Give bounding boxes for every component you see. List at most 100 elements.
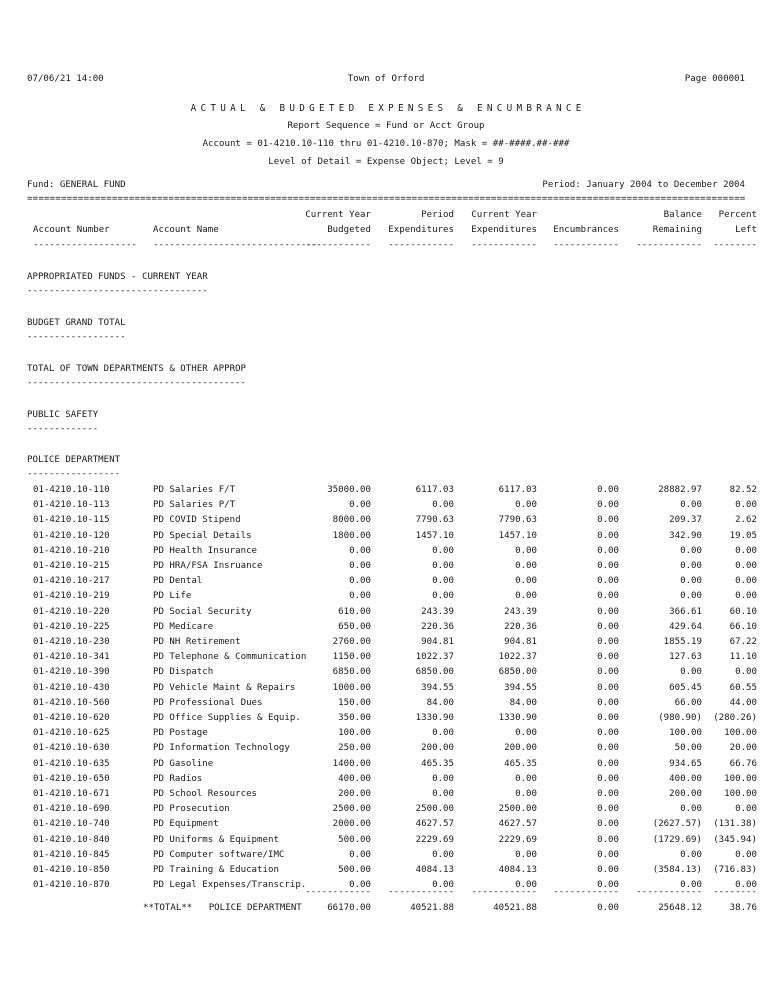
table-row[interactable]: 01-4210.10-217 PD Dental 0.00 0.00 0.00 0.00 0… bbox=[27, 576, 757, 587]
cell-percent-left: 66.76 bbox=[729, 758, 757, 769]
section-heading: BUDGET GRAND TOTAL ------------------ bbox=[27, 318, 126, 342]
cell-account-number: 01-4210.10-625 bbox=[33, 728, 110, 739]
table-row[interactable]: 01-4210.10-219 PD Life 0.00 0.00 0.00 0.00 0.0… bbox=[27, 591, 757, 602]
cell-period-expenditures: 0.00 bbox=[432, 576, 454, 587]
cell-account-number: 01-4210.10-113 bbox=[33, 500, 110, 511]
cell-account-name: PD Legal Expenses/Transcrip. bbox=[153, 880, 307, 891]
cell-percent-left: 0.00 bbox=[735, 576, 757, 587]
total-balance-remaining: 25648.12 bbox=[658, 903, 702, 913]
page-number: Page 000001 bbox=[684, 74, 745, 84]
cell-current-year-budgeted: 350.00 bbox=[338, 713, 371, 723]
cell-balance-remaining: 200.00 bbox=[669, 789, 702, 799]
cell-account-name: PD Health Insurance bbox=[153, 545, 258, 556]
cell-period-expenditures: 6850.00 bbox=[415, 667, 454, 678]
cell-percent-left: 0.00 bbox=[735, 500, 757, 511]
cell-period-expenditures: 465.35 bbox=[421, 758, 454, 769]
fund-period-row: Fund: GENERAL FUND Period: January 2004 … bbox=[27, 180, 745, 191]
page-header: 07/06/21 14:00 Town of Orford Page 00000… bbox=[27, 74, 745, 85]
section-rule: ----------------- bbox=[27, 469, 121, 479]
table-row[interactable]: 01-4210.10-115 PD COVID Stipend 8000.00 779… bbox=[27, 515, 757, 526]
table-row[interactable]: 01-4210.10-390 PD Dispatch 6850.00 6850.00 6… bbox=[27, 667, 757, 678]
cell-balance-remaining: 50.00 bbox=[674, 743, 702, 754]
cell-percent-left: 20.00 bbox=[729, 743, 757, 754]
cell-current-year-budgeted: 500.00 bbox=[338, 834, 371, 845]
table-row[interactable]: 01-4210.10-110 PD Salaries F/T 35000.00 611… bbox=[27, 485, 757, 496]
cell-encumbrances: 0.00 bbox=[597, 545, 619, 556]
table-row[interactable]: 01-4210.10-120 PD Special Details 1800.00 1… bbox=[27, 530, 757, 542]
table-row[interactable]: 01-4210.10-740 PD Equipment 2000.00 4627.57… bbox=[27, 819, 757, 830]
cell-current-year-expenditures: 7790.63 bbox=[498, 515, 537, 526]
cell-percent-left: 100.00 bbox=[724, 728, 757, 739]
cell-current-year-expenditures: 394.55 bbox=[504, 682, 537, 693]
total-row: **TOTAL** POLICE DEPARTMENT 66170.00 405… bbox=[27, 903, 757, 914]
table-row[interactable]: 01-4210.10-630 PD Information Technology 2… bbox=[27, 743, 757, 754]
table-row[interactable]: 01-4210.10-113 PD Salaries P/T 0.00 0.00 0.0… bbox=[27, 500, 757, 511]
cell-percent-left: 67.22 bbox=[729, 637, 757, 647]
period-label: Period: January 2004 to December 2004 bbox=[542, 180, 745, 190]
table-row[interactable]: 01-4210.10-650 PD Radios 400.00 0.00 0.00 0.0… bbox=[27, 774, 757, 785]
table-row[interactable]: 01-4210.10-845 PD Computer software/IMC 0.… bbox=[27, 849, 757, 861]
cell-balance-remaining: 0.00 bbox=[680, 500, 702, 511]
cell-current-year-budgeted: 650.00 bbox=[338, 621, 371, 632]
total-encumbrances: 0.00 bbox=[597, 903, 619, 913]
cell-period-expenditures: 0.00 bbox=[432, 789, 454, 799]
colhdr-encumbrances: Encumbrances bbox=[553, 225, 619, 235]
cell-percent-left: 11.10 bbox=[729, 652, 757, 663]
table-row[interactable]: 01-4210.10-230 PD NH Retirement 2760.00 904… bbox=[27, 637, 757, 648]
section-rule: ------------- bbox=[27, 424, 99, 434]
table-row[interactable]: 01-4210.10-341 PD Telephone & Communicati… bbox=[27, 652, 757, 663]
report-title: ACTUAL & BUDGETED EXPENSES & ENCUMBRANCE bbox=[190, 103, 586, 114]
cell-account-name: PD Dispatch bbox=[153, 667, 214, 678]
cell-percent-left: 100.00 bbox=[724, 773, 757, 784]
cell-current-year-expenditures: 0.00 bbox=[515, 789, 537, 799]
total-rule-balance-remaining: ------------ bbox=[636, 887, 702, 897]
table-row[interactable]: 01-4210.10-850 PD Training & Education 500… bbox=[27, 865, 757, 876]
rule-percent-left: -------- bbox=[713, 240, 757, 250]
cell-encumbrances: 0.00 bbox=[597, 561, 619, 571]
cell-current-year-expenditures: 4084.13 bbox=[498, 865, 537, 875]
cell-period-expenditures: 4627.57 bbox=[415, 819, 454, 830]
cell-period-expenditures: 84.00 bbox=[426, 697, 454, 708]
total-rule-encumbrances: ------------ bbox=[553, 887, 619, 897]
table-row[interactable]: 01-4210.10-210 PD Health Insurance 0.00 0.0… bbox=[27, 545, 757, 557]
cell-current-year-expenditures: 1457.10 bbox=[498, 530, 537, 541]
table-row[interactable]: 01-4210.10-225 PD Medicare 650.00 220.36 220… bbox=[27, 621, 757, 633]
cell-current-year-expenditures: 220.36 bbox=[504, 621, 537, 632]
table-row[interactable]: 01-4210.10-671 PD School Resources 200.00 0… bbox=[27, 789, 757, 800]
table-row[interactable]: 01-4210.10-560 PD Professional Dues 150.00… bbox=[27, 697, 757, 709]
section-heading: TOTAL OF TOWN DEPARTMENTS & OTHER APPROP… bbox=[27, 364, 246, 388]
colhdr-balance-remaining-l1: Balance bbox=[663, 210, 702, 220]
column-header-line-1: Current Year Period Current Year Balance… bbox=[27, 210, 757, 221]
rule-current-year-expenditures: ------------ bbox=[471, 240, 537, 250]
cell-current-year-budgeted: 0.00 bbox=[349, 849, 371, 860]
cell-encumbrances: 0.00 bbox=[597, 789, 619, 799]
cell-account-name: PD Vehicle Maint & Repairs bbox=[153, 682, 296, 693]
cell-account-name: PD Salaries F/T bbox=[153, 485, 236, 495]
total-rule-current-year-expenditures: ------------ bbox=[471, 887, 537, 897]
colhdr-account-name: Account Name bbox=[153, 225, 219, 235]
table-row[interactable]: 01-4210.10-840 PD Uniforms & Equipment 500… bbox=[27, 834, 757, 846]
table-row[interactable]: 01-4210.10-635 PD Gasoline 1400.00 465.35 46… bbox=[27, 758, 757, 770]
colhdr-account-number-l1 bbox=[27, 210, 145, 221]
cell-account-name: PD Information Technology bbox=[153, 743, 290, 754]
table-row[interactable]: 01-4210.10-625 PD Postage 100.00 0.00 0.00 0.… bbox=[27, 728, 757, 739]
table-row[interactable]: 01-4210.10-430 PD Vehicle Maint & Repairs… bbox=[27, 682, 757, 694]
table-row[interactable]: 01-4210.10-620 PD Office Supplies & Equip… bbox=[27, 713, 757, 724]
cell-percent-left: (716.83) bbox=[713, 865, 757, 875]
cell-period-expenditures: 0.00 bbox=[432, 591, 454, 602]
cell-account-number: 01-4210.10-225 bbox=[33, 621, 110, 632]
cell-percent-left: (131.38) bbox=[713, 819, 757, 830]
table-row[interactable]: 01-4210.10-215 PD HRA/FSA Insruance 0.00 0.… bbox=[27, 561, 757, 572]
cell-percent-left: 60.55 bbox=[729, 682, 757, 693]
cell-account-number: 01-4210.10-671 bbox=[33, 789, 110, 799]
cell-account-number: 01-4210.10-115 bbox=[33, 515, 110, 526]
table-row[interactable]: 01-4210.10-870 PD Legal Expenses/Transcri… bbox=[27, 880, 757, 891]
cell-encumbrances: 0.00 bbox=[597, 606, 619, 617]
cell-account-name: PD Professional Dues bbox=[153, 697, 263, 708]
cell-current-year-budgeted: 610.00 bbox=[338, 606, 371, 617]
table-row[interactable]: 01-4210.10-690 PD Prosecution 2500.00 2500.… bbox=[27, 804, 757, 815]
cell-percent-left: 66.10 bbox=[729, 621, 757, 632]
table-row[interactable]: 01-4210.10-220 PD Social Security 610.00 24… bbox=[27, 606, 757, 618]
cell-account-name: PD Uniforms & Equipment bbox=[153, 834, 279, 845]
cell-balance-remaining: 0.00 bbox=[680, 561, 702, 571]
